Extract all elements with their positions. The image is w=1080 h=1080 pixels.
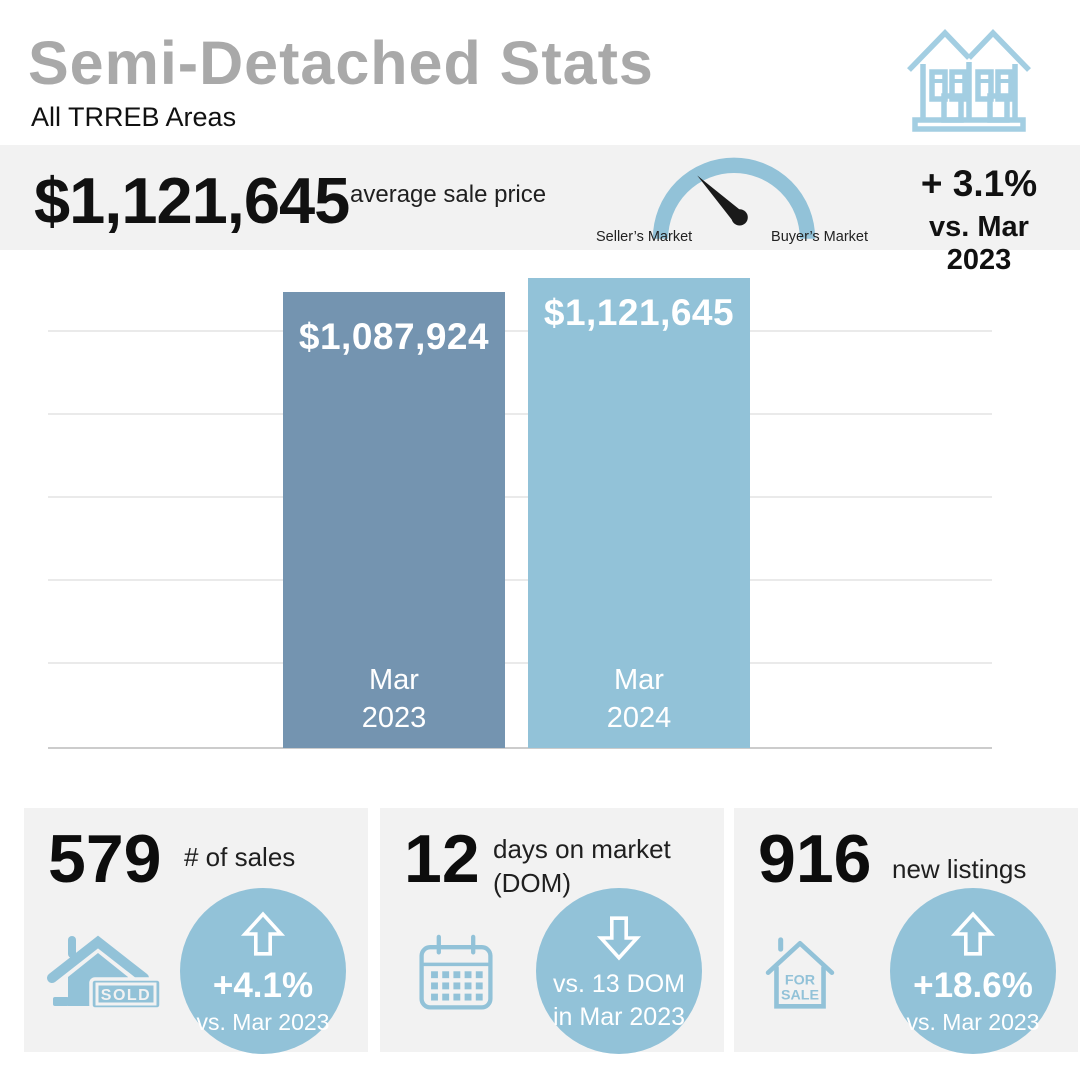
bar-category-label: Mar 2024 — [606, 664, 672, 734]
average-sale-price-value: $1,121,645 — [34, 164, 350, 237]
chart-gridline — [48, 496, 992, 498]
market-gauge-icon — [652, 157, 816, 239]
chart-gridline — [48, 662, 992, 664]
card-days-on-market: 12 days on market (DOM) vs. 13 DOM in Ma… — [380, 808, 724, 1054]
average-price-band: $1,121,645 average sale price Seller’s M… — [0, 145, 1080, 276]
chart-bar-mar-2024: $1,121,645 Mar 2024 — [528, 278, 750, 748]
badge-change-versus: vs. Mar 2023 — [196, 1008, 330, 1035]
new-listings-count: 916 — [758, 821, 872, 897]
for-sale-sign-text-line2: SALE — [781, 988, 819, 1004]
bar-value-label: $1,121,645 — [543, 292, 735, 333]
dom-count: 12 — [404, 821, 480, 897]
new-listings-change-badge: +18.6% vs. Mar 2023 — [890, 888, 1056, 1054]
new-listings-label: new listings — [892, 854, 1027, 884]
arrow-down-icon — [596, 915, 642, 960]
chart-gridline — [48, 579, 992, 581]
gauge-seller-label: Seller’s Market — [596, 229, 693, 245]
badge-change-value: +4.1% — [212, 965, 314, 1005]
calendar-icon — [419, 934, 493, 1010]
card-new-listings: 916 new listings FOR SALE +18.6% vs. Mar… — [734, 808, 1078, 1054]
dom-label: days on market (DOM) — [493, 834, 671, 898]
gauge-buyer-label: Buyer’s Market — [771, 229, 868, 245]
gauge-labels: Seller’s Market Buyer’s Market — [596, 229, 868, 245]
badge-change-value: +18.6% — [913, 965, 1033, 1005]
dom-change-badge: vs. 13 DOM in Mar 2023 — [536, 888, 702, 1054]
sold-sign-text: SOLD — [101, 987, 151, 1004]
chart-baseline — [48, 747, 992, 749]
gauge-needle — [697, 175, 748, 226]
yoy-change-value: + 3.1% — [920, 163, 1038, 204]
sales-count: 579 — [48, 821, 162, 897]
sales-count-label: # of sales — [184, 842, 296, 872]
page-subtitle: All TRREB Areas — [31, 102, 237, 132]
chart-bar-mar-2023: $1,087,924 Mar 2023 — [283, 292, 505, 748]
chart-gridline — [48, 413, 992, 415]
house-for-sale-icon: FOR SALE — [765, 937, 835, 1009]
sales-change-badge: +4.1% vs. Mar 2023 — [180, 888, 346, 1054]
average-sale-price-label: average sale price — [350, 181, 547, 208]
semi-detached-houses-icon — [907, 29, 1031, 132]
badge-change-versus: in Mar 2023 — [552, 1002, 686, 1031]
bar-value-label: $1,087,924 — [298, 316, 490, 357]
for-sale-sign-text-line1: FOR — [785, 972, 816, 988]
yoy-change-versus: vs. Mar 2023 — [929, 211, 1029, 276]
chart-gridline — [48, 330, 992, 332]
bar-category-label: Mar 2023 — [361, 664, 427, 734]
arrow-up-icon — [240, 911, 286, 956]
page-title: Semi-Detached Stats — [28, 29, 654, 97]
card-number-of-sales: 579 # of sales SOLD +4.1% vs. Mar 2023 — [24, 808, 368, 1054]
yoy-change-block: + 3.1% vs. Mar 2023 — [893, 163, 1065, 277]
arrow-up-icon — [950, 911, 996, 956]
badge-change-value: vs. 13 DOM — [553, 969, 685, 998]
house-sold-icon: SOLD — [47, 935, 163, 1011]
badge-change-versus: vs. Mar 2023 — [906, 1008, 1040, 1035]
